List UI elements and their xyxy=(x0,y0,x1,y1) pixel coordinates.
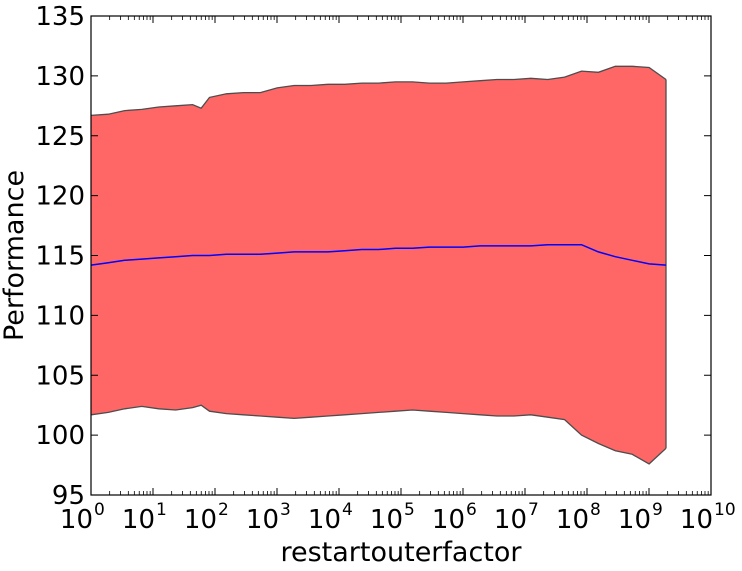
x-tick-label: 10 1 xyxy=(122,500,167,535)
x-tick-base: 10 xyxy=(122,505,155,535)
y-tick-label: 125 xyxy=(35,122,85,152)
x-tick-label: 10 10 xyxy=(680,500,736,535)
x-tick-exponent: 7 xyxy=(528,500,539,520)
x-tick-label: 10 7 xyxy=(494,500,539,535)
x-tick-label: 10 4 xyxy=(308,500,353,535)
x-tick-exponent: 4 xyxy=(342,500,353,520)
y-tick-label: 120 xyxy=(35,182,85,212)
x-tick-label: 10 8 xyxy=(556,500,601,535)
x-tick-label: 10 5 xyxy=(370,500,415,535)
y-tick-label: 110 xyxy=(35,301,85,331)
x-tick-base: 10 xyxy=(556,505,589,535)
x-tick-exponent: 6 xyxy=(466,500,477,520)
band-upper-edge xyxy=(90,65,667,117)
x-tick-exponent: 2 xyxy=(218,500,229,520)
band-lower-edge xyxy=(90,404,667,465)
x-tick-base: 10 xyxy=(308,505,341,535)
x-tick-label: 10 9 xyxy=(618,500,663,535)
x-tick-base: 10 xyxy=(618,505,651,535)
x-tick-base: 10 xyxy=(432,505,465,535)
band-area xyxy=(91,66,666,464)
x-tick-exponent: 10 xyxy=(714,500,736,520)
x-tick-exponent: 1 xyxy=(156,500,167,520)
y-tick-label: 130 xyxy=(35,62,85,92)
x-tick-exponent: 3 xyxy=(280,500,291,520)
y-tick-label: 105 xyxy=(35,361,85,391)
x-tick-exponent: 9 xyxy=(652,500,663,520)
x-axis-label: restartouterfactor xyxy=(280,537,522,568)
y-tick-label: 135 xyxy=(35,2,85,32)
x-tick-base: 10 xyxy=(680,505,713,535)
mean-line xyxy=(90,243,667,266)
x-tick-label: 10 6 xyxy=(432,500,477,535)
x-tick-base: 10 xyxy=(246,505,279,535)
x-tick-base: 10 xyxy=(370,505,403,535)
x-tick-label: 10 2 xyxy=(184,500,229,535)
x-tick-exponent: 8 xyxy=(590,500,601,520)
x-tick-exponent: 5 xyxy=(404,500,415,520)
x-tick-base: 10 xyxy=(60,505,93,535)
y-tick-label: 100 xyxy=(35,421,85,451)
y-axis-label: Performance xyxy=(0,170,30,341)
x-tick-label: 10 3 xyxy=(246,500,291,535)
plot-layer xyxy=(90,65,667,465)
y-tick-label: 95 xyxy=(52,481,85,511)
x-tick-exponent: 0 xyxy=(94,500,105,520)
x-tick-label: 10 0 xyxy=(60,500,105,535)
x-tick-base: 10 xyxy=(494,505,527,535)
x-tick-base: 10 xyxy=(184,505,217,535)
y-tick-label: 115 xyxy=(35,242,85,272)
